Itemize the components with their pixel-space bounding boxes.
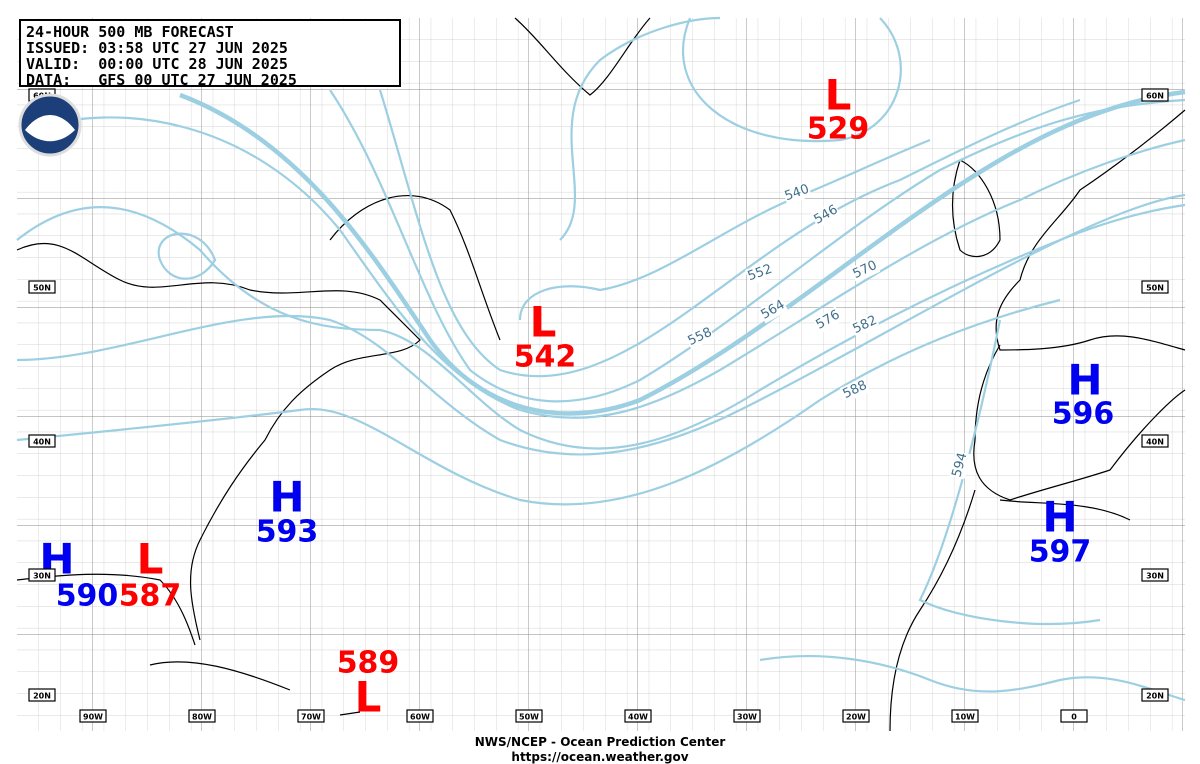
lon-label: 40W bbox=[628, 713, 648, 722]
lat-label: 30N bbox=[33, 572, 51, 581]
lat-label: 60N bbox=[1146, 92, 1164, 101]
lon-label-box bbox=[406, 709, 434, 723]
lon-label: 0 bbox=[1071, 713, 1077, 722]
header-box bbox=[19, 19, 401, 87]
lon-label: 10W bbox=[955, 713, 975, 722]
footer-line: https://ocean.weather.gov bbox=[511, 750, 688, 764]
lat-label: 40N bbox=[33, 438, 51, 447]
lat-label-box bbox=[1141, 688, 1169, 702]
contour-label-bg bbox=[849, 312, 881, 338]
lat-label-box bbox=[1141, 88, 1169, 102]
center-value: 596 bbox=[1052, 397, 1115, 432]
header-line: DATA: GFS 00 UTC 27 JUN 2025 bbox=[26, 71, 297, 89]
lon-label: 70W bbox=[301, 713, 321, 722]
contour-label-bg bbox=[757, 296, 789, 324]
center-letter: L bbox=[355, 673, 382, 722]
contour-label: 594 bbox=[950, 451, 971, 479]
contours bbox=[16, 16, 1186, 702]
lon-label-box bbox=[188, 709, 216, 723]
lat-label-box bbox=[1141, 434, 1169, 448]
lon-label: 20W bbox=[846, 713, 866, 722]
map-frame bbox=[17, 18, 1185, 731]
contour-label-bg bbox=[782, 181, 812, 205]
lon-label-box bbox=[297, 709, 325, 723]
lat-label: 50N bbox=[1146, 284, 1164, 293]
coastlines bbox=[16, 17, 1186, 732]
lon-label-box bbox=[842, 709, 870, 723]
lat-label-box bbox=[28, 280, 56, 294]
header-line: ISSUED: 03:58 UTC 27 JUN 2025 bbox=[26, 39, 288, 57]
center-value: 542 bbox=[514, 340, 577, 375]
lon-label-box bbox=[951, 709, 979, 723]
contour-label-bg bbox=[948, 450, 972, 480]
center-value: 597 bbox=[1029, 535, 1092, 570]
center-letter: H bbox=[1042, 493, 1077, 542]
lat-label: 20N bbox=[33, 692, 51, 701]
center-value: 587 bbox=[119, 579, 182, 614]
lon-label-box bbox=[515, 709, 543, 723]
center-value: 529 bbox=[807, 112, 870, 147]
contour-label-bg bbox=[810, 201, 842, 229]
center-value: 593 bbox=[256, 515, 319, 550]
lat-label-box bbox=[1141, 280, 1169, 294]
lon-label: 90W bbox=[83, 713, 103, 722]
lon-label-box bbox=[624, 709, 652, 723]
lon-label-box bbox=[733, 709, 761, 723]
header-line: VALID: 00:00 UTC 28 JUN 2025 bbox=[26, 55, 288, 73]
center-letter: H bbox=[1067, 356, 1102, 405]
lat-label: 40N bbox=[1146, 438, 1164, 447]
lat-label-box bbox=[28, 434, 56, 448]
lon-label: 30W bbox=[737, 713, 757, 722]
lat-label: 30N bbox=[1146, 572, 1164, 581]
noaa-logo bbox=[18, 93, 82, 157]
footer-line: NWS/NCEP - Ocean Prediction Center bbox=[475, 735, 726, 749]
lat-label-box bbox=[1141, 568, 1169, 582]
contour-label-bg bbox=[839, 377, 871, 403]
lon-label-box bbox=[79, 709, 107, 723]
center-letter: L bbox=[530, 298, 557, 347]
center-value: 589 bbox=[337, 646, 400, 681]
header-line: 24-HOUR 500 MB FORECAST bbox=[26, 23, 234, 41]
lon-label: 60W bbox=[410, 713, 430, 722]
contour-label-bg bbox=[745, 261, 775, 285]
lat-label: 50N bbox=[33, 284, 51, 293]
center-value: 590 bbox=[56, 579, 119, 614]
center-letter: L bbox=[137, 535, 164, 584]
lon-label: 50W bbox=[519, 713, 539, 722]
lat-label-box bbox=[28, 688, 56, 702]
contour-label-bg bbox=[849, 257, 881, 283]
lat-label: 20N bbox=[1146, 692, 1164, 701]
lon-label-box bbox=[1060, 709, 1088, 723]
center-letter: L bbox=[825, 71, 852, 120]
lat-label-box bbox=[28, 568, 56, 582]
contour-label-bg bbox=[812, 306, 844, 334]
contour-label-bg bbox=[684, 324, 716, 350]
lon-label: 80W bbox=[192, 713, 212, 722]
center-letter: H bbox=[269, 473, 304, 522]
